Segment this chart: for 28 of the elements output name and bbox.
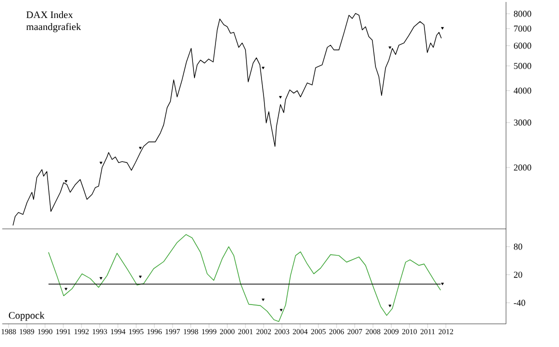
point — [441, 27, 444, 30]
point — [100, 277, 102, 280]
y-tick-label: 8000 — [514, 10, 532, 17]
point — [262, 66, 265, 70]
point — [64, 180, 68, 183]
text: DAX Index — [26, 11, 73, 18]
y-tick-label: 7000 — [514, 26, 532, 32]
point — [262, 298, 265, 302]
point — [138, 146, 142, 150]
point — [441, 282, 444, 286]
y-tick-label: -40 — [514, 300, 526, 306]
y-tick-label: 2000 — [514, 164, 532, 171]
point — [388, 304, 392, 308]
text: Coppock — [8, 312, 45, 321]
point — [100, 162, 102, 164]
line-series — [48, 234, 441, 322]
y-tick-label: 4000 — [514, 88, 532, 94]
text: maandgrafiek — [26, 23, 82, 32]
point — [138, 276, 142, 278]
y-tick-label: 5000 — [514, 62, 532, 70]
point — [64, 288, 68, 290]
line-series — [12, 13, 442, 226]
y-tick-label: 20 — [514, 272, 522, 278]
point — [279, 96, 282, 99]
y-tick-label: 6000 — [514, 42, 532, 49]
y-tick-label: 3000 — [514, 120, 532, 126]
point — [388, 46, 392, 50]
y-tick-label: 80 — [514, 244, 522, 250]
